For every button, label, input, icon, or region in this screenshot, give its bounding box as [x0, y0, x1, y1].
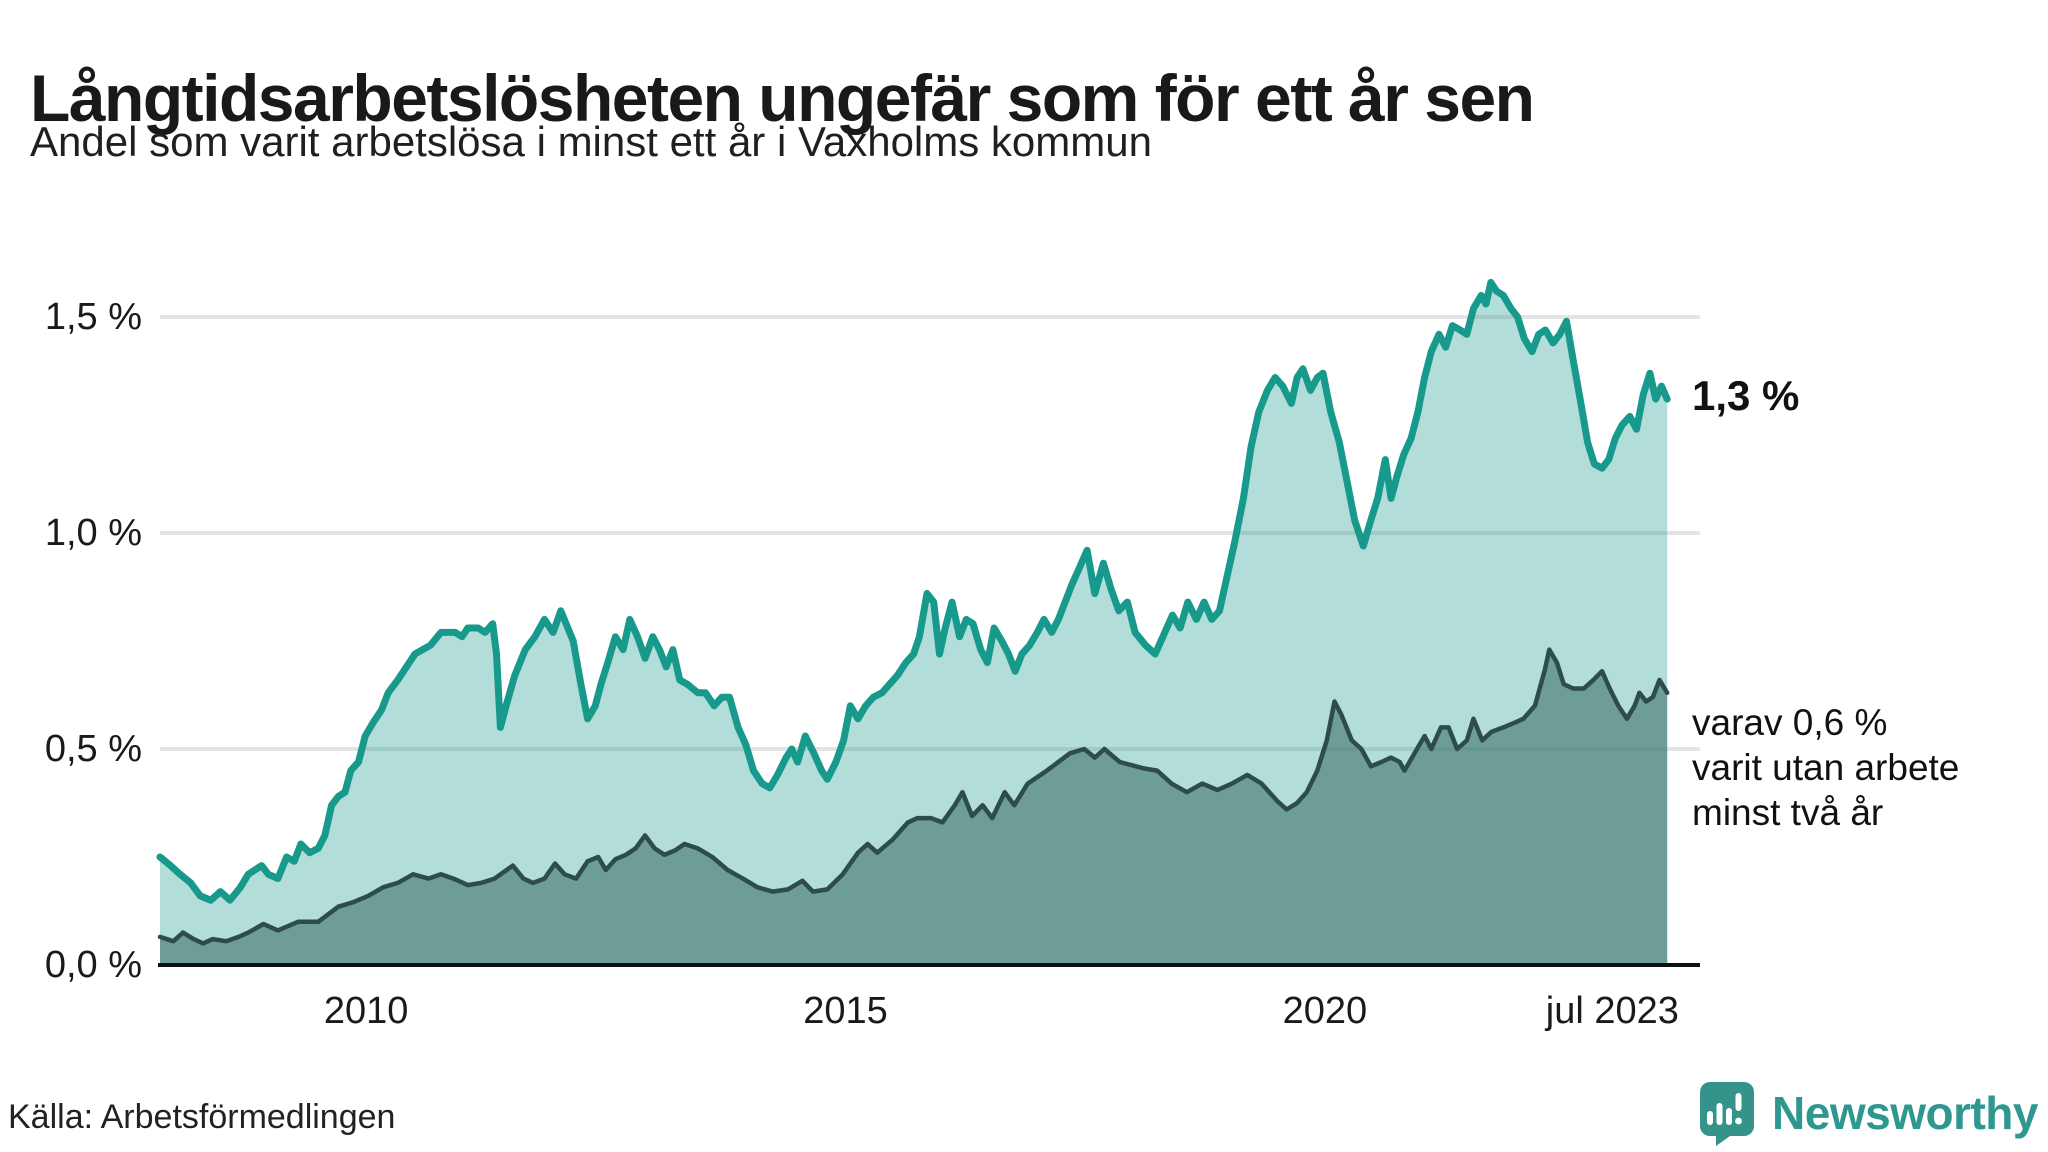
x-tick-label: 2020 — [1282, 990, 1368, 1032]
series1-end-value-label: 1,3 % — [1692, 372, 1800, 419]
series-area-unemployed-1yr — [160, 282, 1668, 965]
series-line-unemployed-1yr — [156, 278, 1671, 904]
newsworthy-logo: Newsworthy — [1696, 1080, 2038, 1146]
annotation-line-2: varit utan arbete — [1692, 747, 1960, 788]
y-tick-label: 1,5 % — [44, 296, 142, 338]
x-tick-label: jul 2023 — [1545, 990, 1679, 1032]
y-tick-label: 0,0 % — [44, 944, 142, 986]
y-tick-label: 1,0 % — [44, 512, 142, 554]
y-tick-label: 0,5 % — [44, 728, 142, 770]
annotation-line-3: minst två år — [1692, 792, 1884, 833]
source-credit: Källa: Arbetsförmedlingen — [8, 1098, 396, 1136]
newsworthy-speech-bubble-chart-icon — [1700, 1082, 1755, 1146]
page-title: Långtidsarbetslösheten ungefär som för e… — [30, 61, 1535, 136]
annotation-line-1: varav 0,6 % — [1692, 702, 1888, 743]
series-area-unemployed-2yr — [160, 649, 1668, 965]
series2-end-annotation: varav 0,6 % varit utan arbete minst två … — [1692, 700, 1959, 835]
series-line-unemployed-2yr — [157, 647, 1670, 946]
chart-subtitle: Andel som varit arbetslösa i minst ett å… — [30, 118, 1152, 165]
newsworthy-wordmark: Newsworthy — [1772, 1087, 2038, 1139]
x-tick-label: 2010 — [323, 990, 409, 1032]
x-tick-label: 2015 — [803, 990, 888, 1032]
